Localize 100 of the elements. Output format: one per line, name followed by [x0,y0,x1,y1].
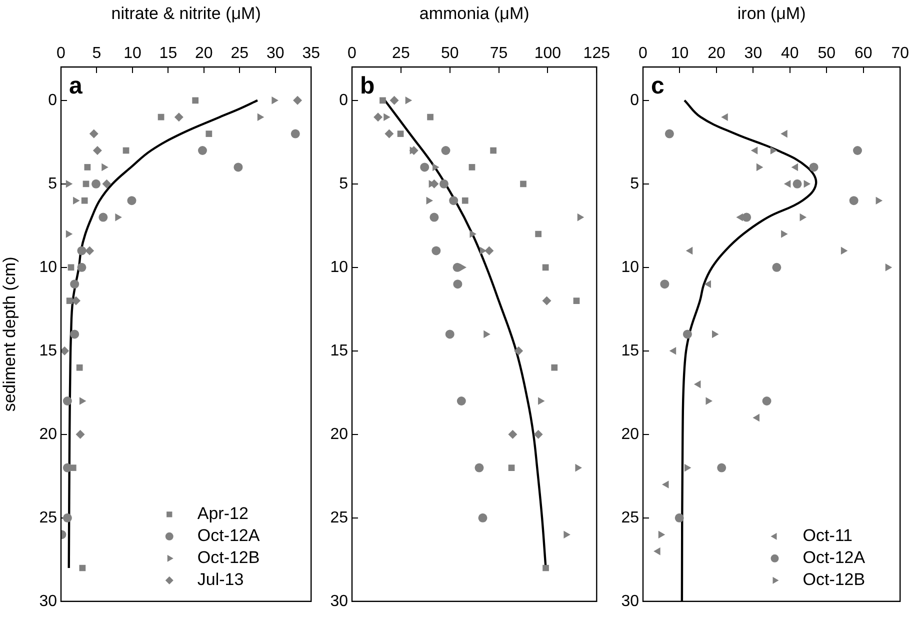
x-axis-title: iron (μM) [737,4,806,23]
point [84,164,91,170]
x-tick-label: 30 [266,44,284,62]
point [852,146,862,155]
point [694,380,701,388]
point [756,163,764,172]
point [198,146,207,155]
point [654,547,660,556]
point [234,162,243,172]
x-tick-label: 20 [195,44,213,62]
y-tick-label: 25 [39,509,58,526]
point [68,264,74,271]
point [876,196,883,204]
annotation: c [651,72,664,100]
point [293,96,302,105]
point [449,196,458,206]
point [514,346,524,356]
y-tick-label: 30 [330,592,348,610]
point [432,246,441,256]
point [538,397,545,405]
point [508,464,515,471]
point [158,114,164,120]
legend-label: Oct-11 [802,526,853,546]
point [66,180,73,188]
point [426,196,434,204]
legend-label: Oct-12B [802,570,866,590]
point [374,112,383,122]
point [770,146,778,154]
y-tick-label: 15 [621,342,640,360]
point [92,146,102,155]
point [79,397,86,405]
x-tick-label: 15 [159,44,178,62]
point [70,464,76,471]
point [577,213,584,222]
point [792,179,802,188]
y-tick-label: 25 [621,509,640,526]
point [441,146,450,155]
x-tick-label: 20 [708,44,726,62]
point [721,113,728,121]
x-tick-label: 100 [534,44,562,62]
point [674,513,684,522]
y-tick-label: 15 [330,342,348,360]
point [762,396,772,406]
point [98,212,108,222]
x-tick-label: 60 [854,44,872,62]
x-tick-label: 10 [124,44,142,62]
y-tick-label: 5 [339,175,348,192]
point [682,330,692,339]
point [70,280,80,289]
point [704,280,711,288]
point [780,130,788,138]
point [478,513,488,522]
point [76,364,83,371]
point [781,230,788,238]
legend-label: Oct-12A [802,548,866,568]
point [405,96,412,104]
y-tick-label: 30 [39,592,58,610]
y-tick-label: 0 [630,92,640,109]
y-tick-label: 0 [339,92,348,109]
annotation: a [69,72,83,100]
y-tick-label: 20 [39,426,58,443]
legend-label: Jul-13 [197,570,244,590]
point [384,113,390,121]
legend-label: Apr-12 [197,504,248,524]
point [772,262,782,272]
point [470,230,476,238]
point [257,113,264,121]
y-tick-label: 5 [48,175,58,192]
x-tick-label: 35 [302,44,320,62]
point [575,464,582,472]
point [76,430,85,439]
point [520,180,526,188]
point [82,180,90,188]
y-tick-label: 25 [330,509,348,526]
point [490,147,496,154]
x-tick-label: 40 [781,44,799,62]
point [686,246,693,255]
point [717,463,726,472]
point [551,364,558,371]
x-tick-label: 10 [670,44,689,62]
point [61,346,70,356]
point [508,430,518,439]
point [542,264,549,271]
annotation: b [360,72,375,100]
point [192,97,199,104]
y-tick-label: 15 [39,342,58,360]
y-tick-label: 10 [39,258,58,276]
y-tick-label: 30 [621,592,640,610]
point [535,230,542,238]
x-tick-label: 125 [583,44,610,62]
x-tick-label: 25 [392,44,410,62]
point [384,129,394,138]
point [77,262,86,272]
y-axis-title: sediment depth (cm) [0,256,19,412]
point [542,296,552,306]
legend-label: Oct-12B [197,548,260,568]
x-axis-title: nitrate & nitrite (μM) [111,4,261,23]
point [484,330,490,338]
point [750,146,758,154]
point [89,129,98,138]
